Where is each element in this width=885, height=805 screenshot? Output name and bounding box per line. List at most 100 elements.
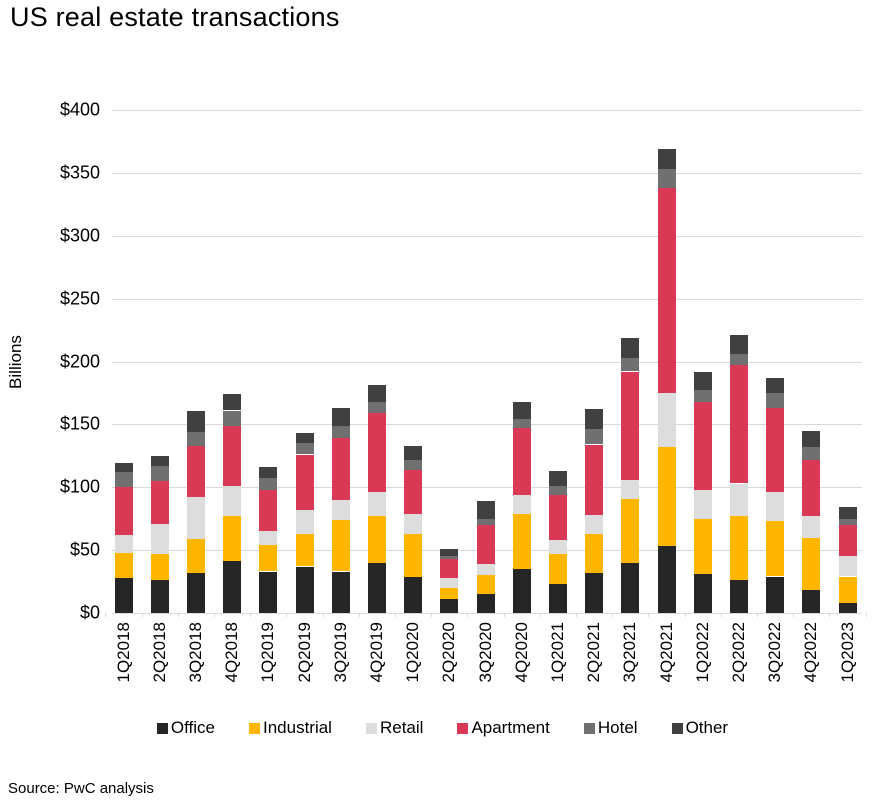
bar-segment-retail-2q2021 [585, 514, 604, 534]
bar-segment-retail-2q2022 [729, 483, 748, 517]
legend-swatch-hotel [583, 722, 595, 734]
gridline-250 [112, 298, 862, 300]
x-axis-tick [503, 613, 505, 617]
bar-segment-office-4q2019 [367, 562, 386, 613]
x-axis-tick [358, 613, 360, 617]
bar-segment-retail-3q2021 [621, 479, 640, 499]
bar-segment-industrial-2q2022 [729, 516, 748, 581]
gridline-400 [112, 110, 862, 111]
bar-segment-industrial-2q2019 [295, 533, 314, 567]
bar-segment-other-4q2019 [367, 385, 386, 402]
bar-segment-retail-4q2018 [223, 486, 242, 517]
x-axis-tick [684, 613, 686, 617]
legend-label-industrial: Industrial [262, 718, 332, 737]
bar-segment-other-3q2019 [331, 408, 350, 426]
bar-segment-retail-1q2019 [259, 531, 278, 546]
bar-segment-other-2q2022 [729, 335, 748, 354]
x-axis-tick [576, 613, 577, 617]
bar-segment-hotel-3q2021 [621, 357, 640, 372]
x-tick-label-2q2021: 2Q2021 [583, 622, 605, 714]
x-tick-label-text: 1Q2018 [113, 622, 133, 683]
legend-swatch-retail [365, 722, 377, 734]
source-text: Source: PwC analysis [8, 780, 154, 797]
bar-segment-industrial-3q2019 [331, 519, 350, 572]
x-tick-label-1q2023: 1Q2023 [837, 622, 859, 714]
bar-segment-hotel-4q2022 [802, 447, 821, 460]
x-axis-tick [322, 613, 324, 617]
bar-segment-office-4q2020 [512, 569, 531, 613]
y-tick-label-400: $400 [59, 99, 100, 120]
x-tick-label-text: 2Q2018 [149, 622, 169, 683]
x-tick-label-text: 2Q2019 [294, 622, 314, 683]
bar-segment-retail-3q2018 [186, 497, 205, 539]
bar-segment-office-3q2020 [476, 594, 495, 613]
x-tick-label-2q2022: 2Q2022 [728, 622, 750, 714]
bar-segment-hotel-2q2019 [295, 443, 314, 455]
gridline-300 [112, 235, 862, 237]
bar-segment-apartment-2q2018 [150, 481, 169, 524]
x-tick-label-text: 4Q2022 [801, 622, 821, 683]
bar-segment-hotel-3q2020 [476, 518, 495, 525]
x-tick-label-3q2022: 3Q2022 [764, 622, 786, 714]
bar-segment-other-2q2018 [150, 455, 169, 466]
chart-title: US real estate transactions [10, 2, 340, 32]
y-tick-label-150: $150 [59, 413, 100, 434]
bar-segment-office-1q2020 [404, 576, 423, 613]
legend-swatch-other [671, 722, 683, 734]
x-tick-label-text: 1Q2020 [403, 622, 423, 683]
legend-item-office: Office [156, 718, 215, 738]
legend-label-apartment: Apartment [471, 718, 550, 737]
x-tick-label-1q2020: 1Q2020 [402, 622, 424, 714]
bar-segment-apartment-3q2019 [331, 438, 350, 500]
y-tick-label-300: $300 [59, 225, 100, 246]
bar-segment-industrial-4q2019 [367, 516, 386, 563]
x-tick-label-text: 2Q2022 [728, 622, 748, 683]
bar-segment-other-1q2023 [838, 507, 857, 519]
x-tick-label-3q2019: 3Q2019 [330, 622, 352, 714]
bar-segment-apartment-1q2020 [404, 469, 423, 514]
bar-segment-hotel-4q2021 [657, 169, 676, 188]
bar-segment-other-2q2019 [295, 433, 314, 444]
bar-segment-hotel-2q2020 [440, 556, 459, 559]
legend-swatch-industrial [248, 722, 260, 734]
x-tick-label-1q2022: 1Q2022 [692, 622, 714, 714]
bar-segment-other-2q2021 [585, 409, 604, 430]
x-tick-label-text: 3Q2021 [620, 622, 640, 683]
bar-segment-hotel-2q2021 [585, 429, 604, 445]
bar-segment-other-4q2022 [802, 430, 821, 447]
bar-segment-hotel-3q2022 [766, 392, 785, 408]
bar-segment-industrial-2q2018 [150, 553, 169, 581]
x-tick-label-4q2019: 4Q2019 [366, 622, 388, 714]
x-tick-label-text: 1Q2019 [258, 622, 278, 683]
gridline-0 [112, 613, 862, 614]
bar-segment-retail-1q2021 [548, 540, 567, 554]
bar-segment-office-1q2022 [693, 574, 712, 613]
bar-segment-industrial-2q2021 [585, 533, 604, 573]
legend-label-office: Office [170, 718, 215, 737]
bar-segment-industrial-3q2020 [476, 575, 495, 595]
bar-segment-other-4q2018 [223, 394, 242, 411]
bar-segment-hotel-1q2023 [838, 518, 857, 525]
bar-segment-retail-1q2023 [838, 556, 857, 577]
bar-segment-industrial-3q2021 [621, 498, 640, 563]
x-tick-label-text: 4Q2019 [366, 622, 386, 683]
x-axis-tick [141, 613, 143, 617]
x-tick-label-text: 4Q2018 [222, 622, 242, 683]
bar-segment-hotel-2q2018 [150, 465, 169, 481]
bar-segment-retail-1q2022 [693, 489, 712, 519]
x-axis-tick [431, 613, 433, 617]
bar-segment-office-1q2023 [838, 602, 857, 613]
bar-segment-hotel-3q2018 [186, 431, 205, 446]
bar-segment-apartment-3q2021 [621, 371, 640, 480]
bar-segment-other-3q2018 [186, 410, 205, 432]
y-tick-label-350: $350 [59, 162, 100, 183]
bar-segment-industrial-1q2023 [838, 576, 857, 603]
bar-segment-apartment-3q2020 [476, 525, 495, 564]
x-axis-tick [250, 613, 252, 617]
bar-segment-hotel-2q2022 [729, 354, 748, 366]
x-tick-label-1q2019: 1Q2019 [257, 622, 279, 714]
bar-segment-apartment-2q2022 [729, 365, 748, 484]
y-tick-label-250: $250 [59, 288, 100, 309]
x-axis-tick [720, 613, 722, 617]
